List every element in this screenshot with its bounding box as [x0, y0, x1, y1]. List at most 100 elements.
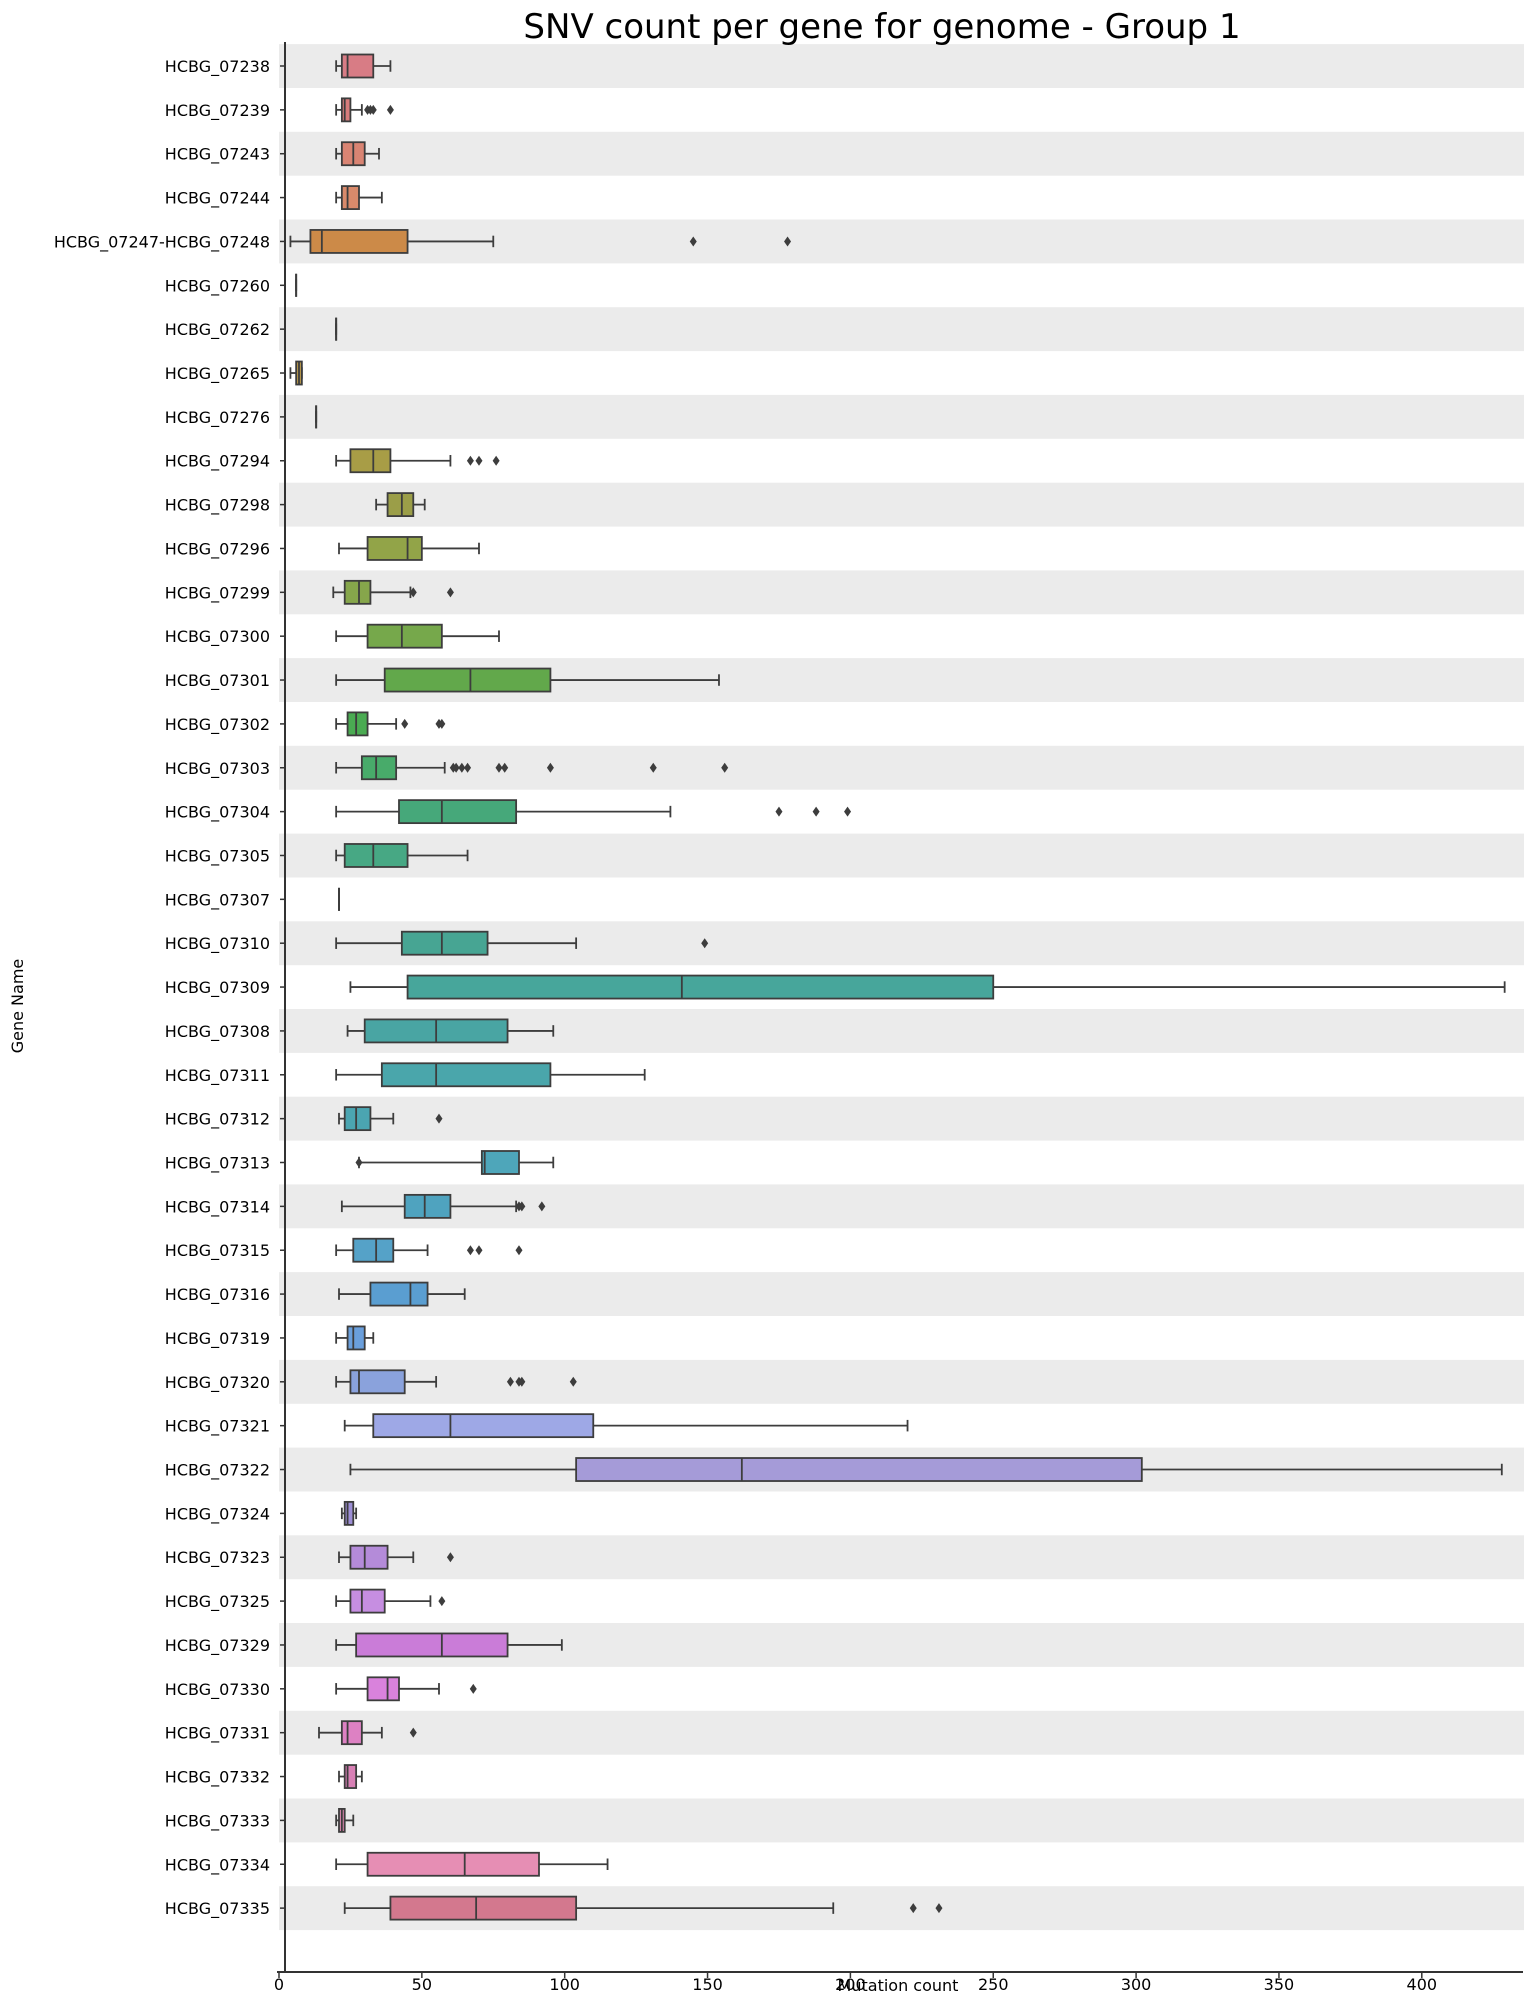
box-iqr: [360, 755, 398, 781]
box-iqr: [383, 667, 552, 693]
y-tick-label: HCBG_07313: [165, 1154, 270, 1174]
y-tick-label: HCBG_07296: [165, 539, 270, 559]
outlier-point: [464, 762, 472, 773]
y-tick-label: HCBG_07315: [165, 1241, 270, 1261]
y-tick-label: HCBG_07301: [165, 671, 270, 691]
outlier-point: [446, 587, 454, 598]
outlier-point: [689, 236, 697, 247]
outlier-point: [438, 718, 446, 729]
box-iqr: [340, 1720, 363, 1746]
y-tick-label: HCBG_07238: [165, 57, 270, 77]
box-group: [375, 492, 426, 518]
box-iqr: [340, 97, 352, 123]
outlier-point: [475, 1245, 483, 1256]
box-iqr: [309, 229, 409, 254]
y-tick-label: HCBG_07294: [165, 452, 270, 472]
outlier-point: [515, 1245, 523, 1256]
box-group: [335, 843, 469, 868]
box-group: [335, 1369, 577, 1395]
outlier-point: [492, 455, 500, 466]
y-tick-label: HCBG_07298: [165, 496, 270, 516]
box-iqr: [343, 1764, 358, 1789]
box-group: [318, 1720, 417, 1746]
outlier-point: [409, 587, 417, 598]
y-tick-label: HCBG_07312: [165, 1110, 270, 1130]
y-tick-label: HCBG_07243: [165, 145, 270, 165]
box-group: [340, 1193, 546, 1219]
outlier-point: [506, 1376, 514, 1387]
outlier-point: [538, 1201, 546, 1212]
box-group: [335, 141, 380, 167]
box-group: [335, 799, 852, 825]
y-tick-label: HCBG_07299: [165, 583, 270, 603]
x-tick-label: 300: [1121, 1975, 1152, 1994]
x-axis-label: Mutation count: [838, 1976, 959, 1995]
box-iqr: [366, 536, 423, 561]
y-tick-label: HCBG_07265: [165, 364, 270, 384]
row-band: [279, 482, 1524, 527]
outlier-point: [569, 1376, 577, 1387]
x-tick-label: 100: [549, 1975, 580, 1994]
box-iqr: [349, 1544, 389, 1570]
box-iqr: [340, 53, 375, 79]
y-tick-label: HCBG_07330: [165, 1680, 270, 1700]
y-tick-label: HCBG_07300: [165, 627, 270, 647]
y-tick-label: HCBG_07314: [165, 1197, 270, 1217]
box-series: [289, 53, 1506, 1921]
y-tick-label: HCBG_07334: [165, 1855, 270, 1875]
box-group: [355, 1150, 555, 1175]
outlier-point: [452, 762, 460, 773]
y-tick-label: HCBG_07276: [165, 408, 270, 428]
box-group: [335, 1851, 609, 1877]
outlier-point: [438, 1596, 446, 1607]
y-tick-label: HCBG_07239: [165, 101, 270, 121]
outlier-point: [649, 762, 657, 773]
row-band: [279, 1272, 1524, 1316]
outlier-point: [844, 806, 852, 817]
row-bands: [279, 44, 1524, 1931]
box-iqr: [386, 492, 415, 518]
box-iqr: [349, 1588, 386, 1614]
y-tick-label: HCBG_07332: [165, 1768, 270, 1788]
box-iqr: [352, 1237, 395, 1263]
outlier-point: [386, 104, 394, 115]
y-tick-label: HCBG_07262: [165, 320, 270, 340]
box-group: [338, 1106, 443, 1132]
box-group: [349, 974, 1506, 1000]
outlier-point: [466, 455, 474, 466]
box-group: [343, 1413, 909, 1439]
y-tick-label: HCBG_07331: [165, 1724, 270, 1744]
box-group: [335, 1808, 355, 1833]
box-group: [335, 185, 383, 210]
outlier-point: [355, 1157, 363, 1168]
row-band: [279, 1798, 1524, 1843]
outlier-point: [446, 1552, 454, 1563]
outlier-point: [495, 762, 503, 773]
y-axis-label: Gene Name: [8, 959, 27, 1054]
box-group: [335, 1237, 523, 1263]
box-iqr: [349, 1369, 406, 1395]
box-group: [289, 360, 303, 386]
box-iqr: [406, 974, 995, 1000]
box-group: [335, 755, 729, 781]
box-iqr: [575, 1457, 1143, 1482]
row-band: [279, 1535, 1524, 1580]
box-group: [340, 1500, 358, 1526]
outlier-point: [784, 236, 792, 247]
box-group: [335, 448, 500, 474]
outlier-point: [475, 455, 483, 466]
y-tick-label: HCBG_07302: [165, 715, 270, 735]
y-tick-label: HCBG_07323: [165, 1548, 270, 1568]
box-iqr: [398, 799, 518, 825]
row-band: [279, 1710, 1524, 1755]
y-tick-label: HCBG_07335: [165, 1899, 270, 1919]
outlier-point: [701, 938, 709, 949]
x-tick-label: 350: [1264, 1975, 1295, 1994]
outlier-point: [909, 1903, 917, 1914]
y-tick-label: HCBG_07303: [165, 759, 270, 779]
x-tick-label: 0: [274, 1975, 284, 1994]
y-tick-label: HCBG_07310: [165, 934, 270, 954]
box-group: [332, 579, 454, 605]
box-iqr: [355, 1632, 509, 1658]
